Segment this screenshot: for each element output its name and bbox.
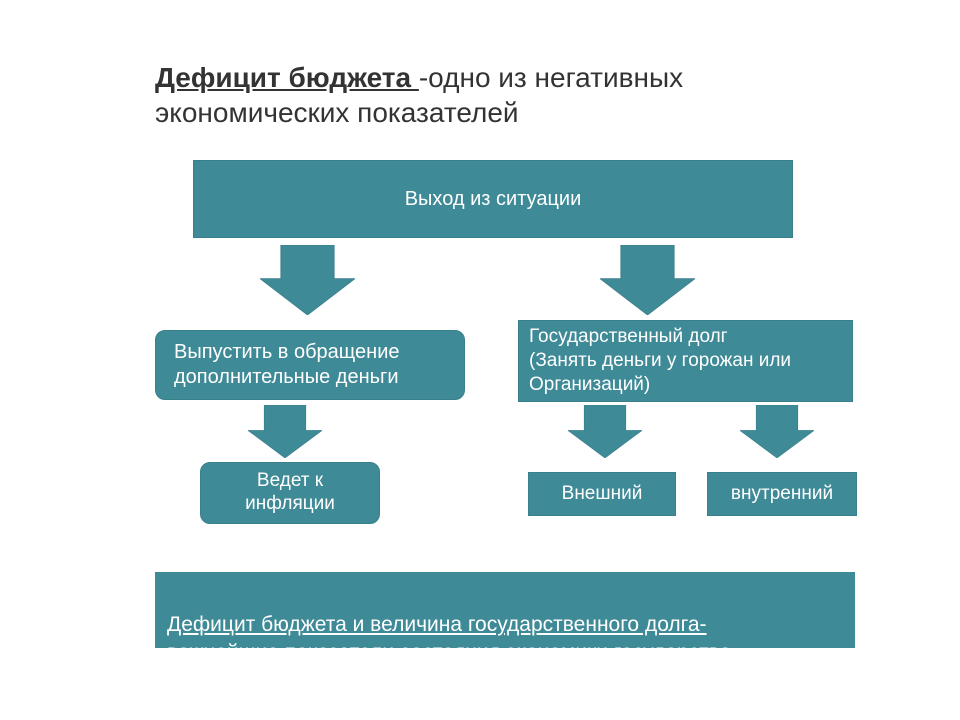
- emit-money-label: Выпустить в обращение дополнительные ден…: [174, 340, 400, 390]
- government-debt-label: Государственный долг (Занять деньги у го…: [529, 325, 791, 396]
- arrow-down-icon: [740, 405, 814, 458]
- inflation-box: Ведет к инфляции: [200, 462, 380, 524]
- external-debt-box: Внешний: [528, 472, 676, 516]
- arrow-down-icon: [600, 245, 695, 315]
- internal-label: внутренний: [731, 483, 833, 505]
- slide-title: Дефицит бюджета -одно из негативных экон…: [155, 60, 805, 130]
- conclusion-rest: важнейшие показатели состояния экономики…: [167, 641, 731, 664]
- top-box: Выход из ситуации: [193, 160, 793, 238]
- slide: Дефицит бюджета -одно из негативных экон…: [0, 0, 960, 720]
- arrow-down-icon: [260, 245, 355, 315]
- conclusion-underlined: Дефицит бюджета и величина государственн…: [167, 613, 707, 636]
- arrow-down-icon: [248, 405, 322, 458]
- conclusion-box: Дефицит бюджета и величина государственн…: [155, 572, 855, 648]
- government-debt-box: Государственный долг (Занять деньги у го…: [518, 320, 853, 402]
- external-label: Внешний: [562, 483, 643, 505]
- title-underlined: Дефицит бюджета: [155, 62, 419, 93]
- top-box-label: Выход из ситуации: [405, 188, 582, 211]
- arrow-down-icon: [568, 405, 642, 458]
- internal-debt-box: внутренний: [707, 472, 857, 516]
- emit-money-box: Выпустить в обращение дополнительные ден…: [155, 330, 465, 400]
- inflation-label: Ведет к инфляции: [245, 470, 335, 516]
